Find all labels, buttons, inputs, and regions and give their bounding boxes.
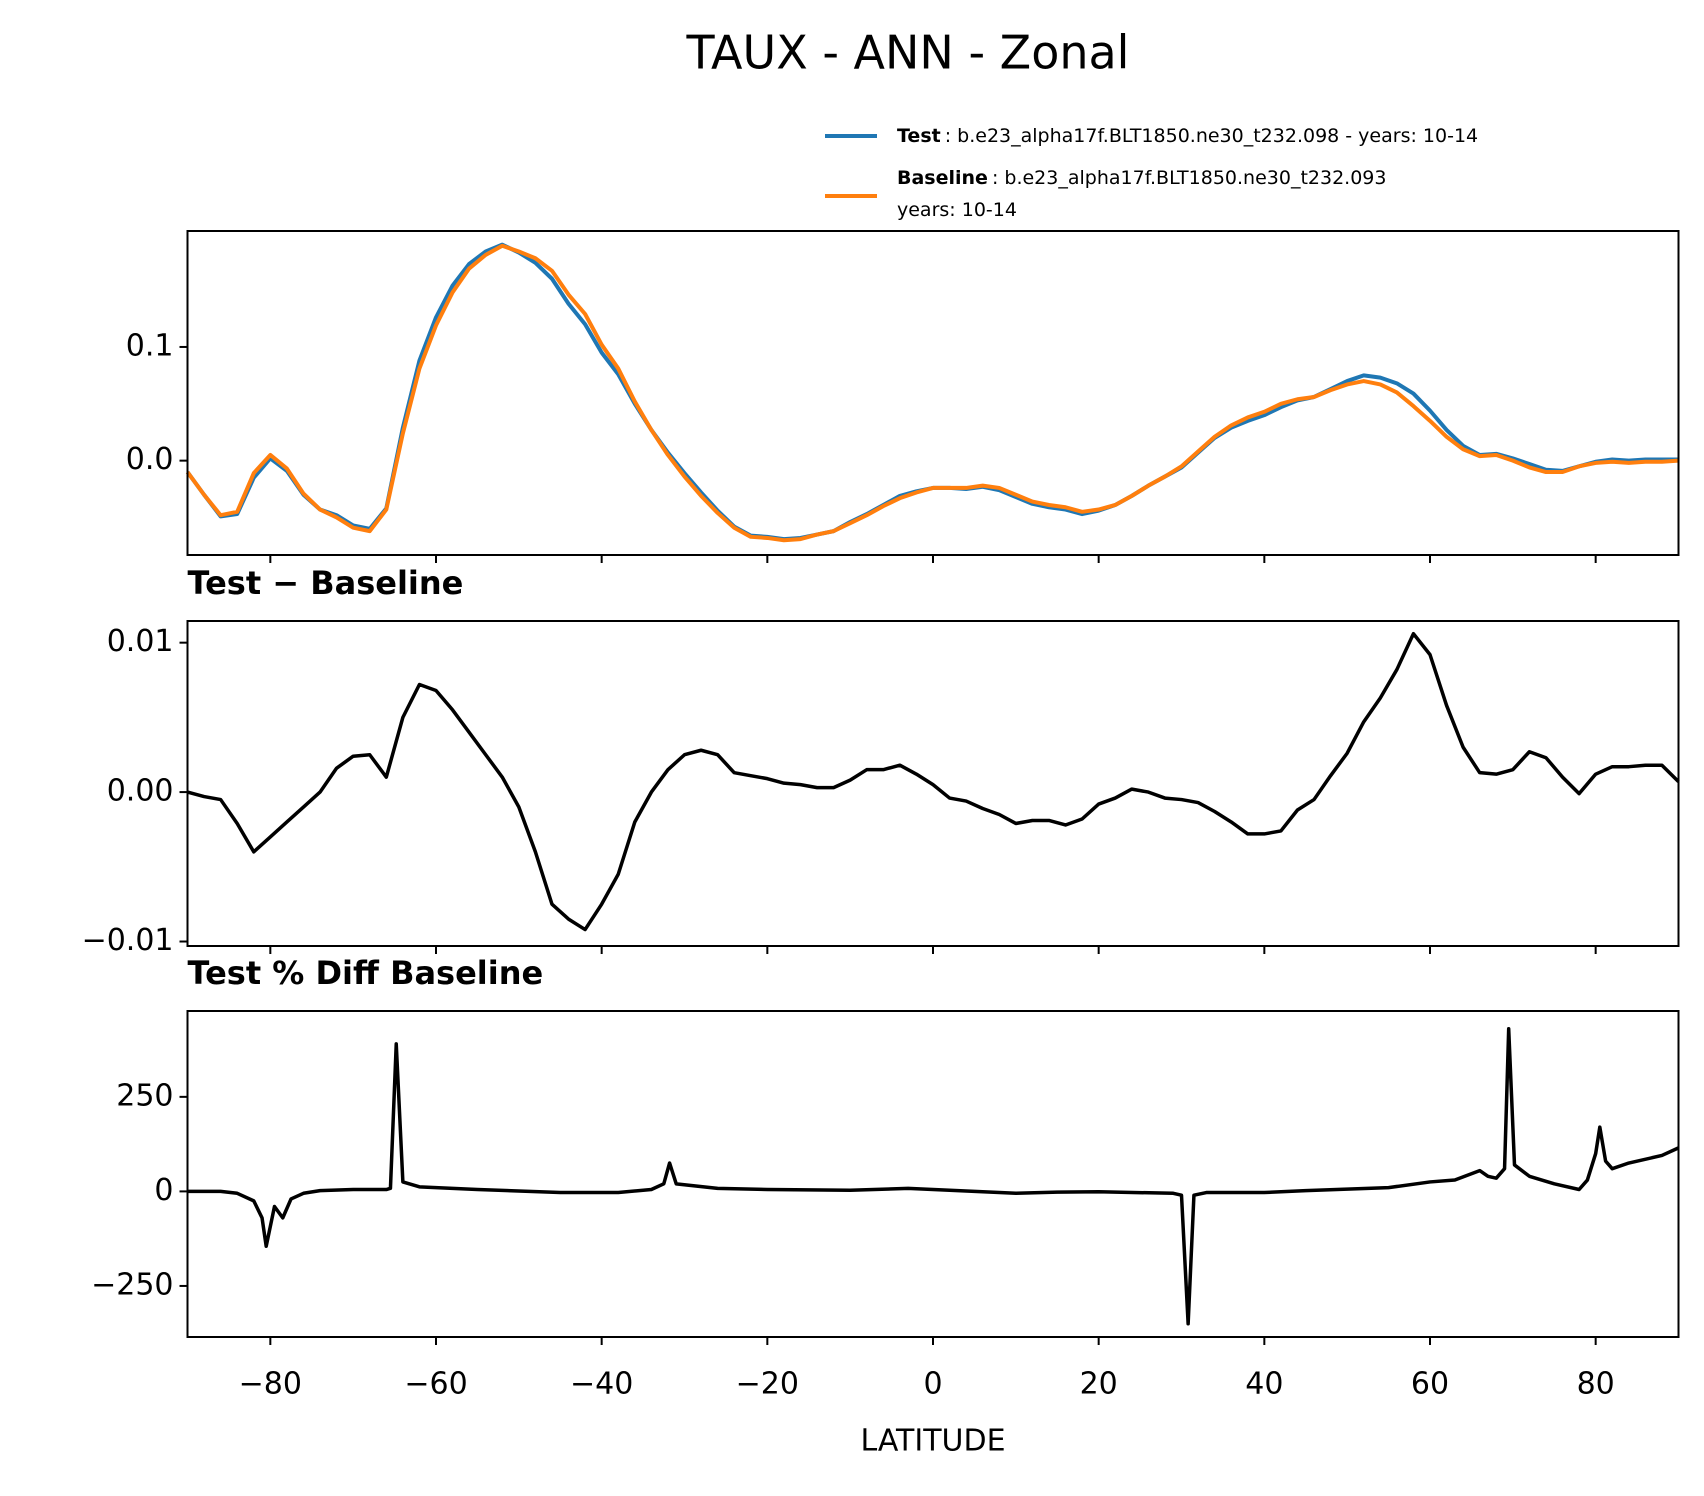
x-tick-label: 60 xyxy=(1411,1367,1449,1402)
data-line xyxy=(187,631,1680,932)
x-tick-label: 40 xyxy=(1245,1367,1283,1402)
data-line xyxy=(187,1027,1680,1326)
y-tick-label: −0.01 xyxy=(82,923,174,958)
legend-detail: : b.e23_alpha17f.BLT1850.ne30_t232.093 xyxy=(992,167,1387,189)
x-tick-label: −20 xyxy=(736,1367,799,1402)
axes-frame xyxy=(186,620,1680,947)
y-tick-label: −250 xyxy=(91,1267,173,1302)
axes-frame xyxy=(186,1010,1680,1338)
x-tick-label: 0 xyxy=(923,1367,942,1402)
legend-detail: years: 10-14 xyxy=(897,199,1017,221)
x-axis-label: LATITUDE xyxy=(860,1424,1005,1459)
legend-name: Baseline xyxy=(897,167,988,189)
y-tick-label: 0.00 xyxy=(107,774,174,809)
panel-title: Test % Diff Baseline xyxy=(188,954,544,992)
y-tick-label: 250 xyxy=(116,1078,173,1113)
legend-text: Test: b.e23_alpha17f.BLT1850.ne30_t232.0… xyxy=(897,125,1478,147)
legend-name: Test xyxy=(897,125,941,147)
legend-text: years: 10-14 xyxy=(897,199,1017,221)
y-tick-label: 0.1 xyxy=(126,328,174,363)
data-line xyxy=(185,242,1679,542)
figure-title: TAUX - ANN - Zonal xyxy=(686,26,1130,80)
panel-title: Test − Baseline xyxy=(188,564,464,602)
y-tick-label: 0 xyxy=(154,1173,173,1208)
x-tick-label: 20 xyxy=(1080,1367,1118,1402)
x-tick-label: −40 xyxy=(570,1367,633,1402)
y-tick-label: 0.01 xyxy=(107,624,174,659)
x-tick-label: −60 xyxy=(404,1367,467,1402)
legend-detail: : b.e23_alpha17f.BLT1850.ne30_t232.098 -… xyxy=(945,125,1478,147)
x-tick-label: −80 xyxy=(239,1367,302,1402)
data-line xyxy=(185,243,1679,543)
x-tick-label: 80 xyxy=(1577,1367,1615,1402)
axes-frame xyxy=(186,230,1680,556)
y-tick-label: 0.0 xyxy=(126,442,174,477)
legend-text: Baseline: b.e23_alpha17f.BLT1850.ne30_t2… xyxy=(897,167,1386,189)
